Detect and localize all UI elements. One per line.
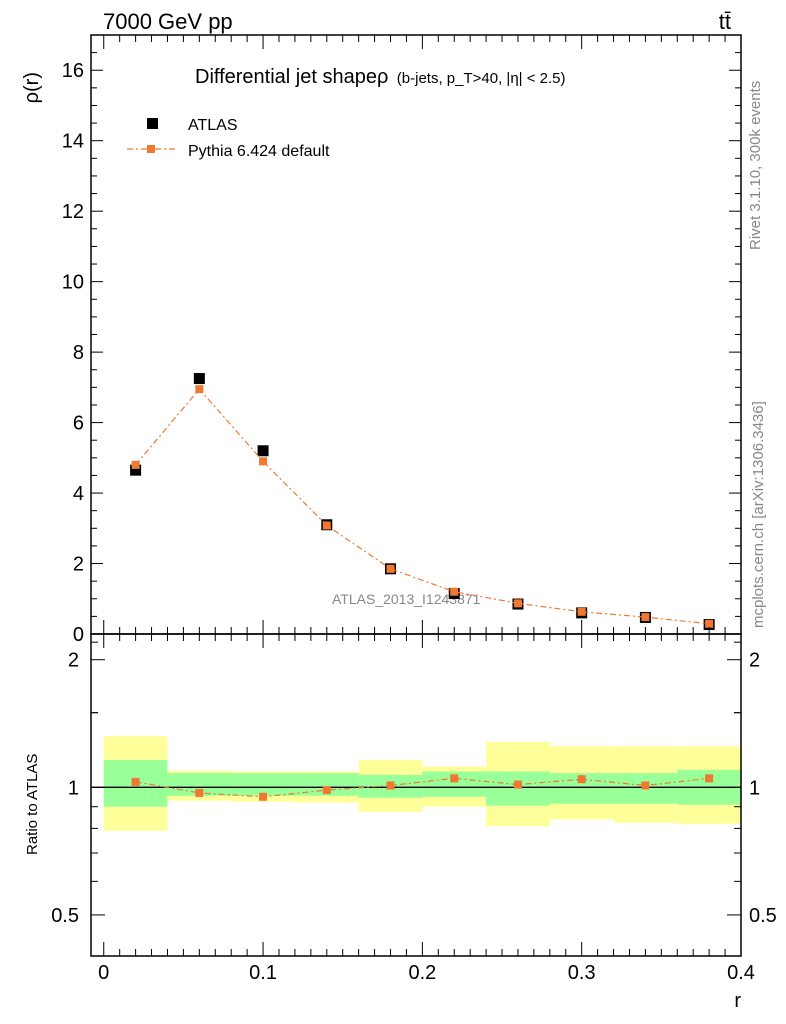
band-stat-bin bbox=[294, 773, 359, 796]
ratio-pythia-point bbox=[131, 777, 140, 786]
ratio-plot-layer bbox=[91, 736, 741, 831]
pythia-point bbox=[450, 587, 459, 596]
main-y-tick-label: 2 bbox=[73, 554, 84, 576]
x-axis-label: r bbox=[734, 990, 741, 1012]
main-plot-layer bbox=[130, 373, 715, 630]
main-chart-title: Differential jet shapeρ (b-jets, p_T>40,… bbox=[195, 66, 566, 88]
ratio-y-tick-label-right: 0.5 bbox=[749, 905, 777, 927]
main-y-tick-label: 6 bbox=[73, 413, 84, 435]
ratio-pythia-line bbox=[135, 777, 710, 798]
legend-pythia-label: Pythia 6.424 default bbox=[188, 143, 330, 160]
ratio-plot-frame bbox=[90, 633, 742, 957]
main-y-tick-label: 4 bbox=[73, 483, 84, 505]
band-stat-bin bbox=[167, 773, 232, 796]
ratio-pythia-point bbox=[259, 792, 268, 801]
legend-atlas-marker bbox=[147, 118, 158, 129]
pythia-point bbox=[322, 521, 331, 530]
ratio-pythia-point bbox=[322, 786, 331, 795]
pythia-point bbox=[705, 619, 714, 628]
ratio-pythia-point bbox=[513, 780, 522, 789]
ratio-y-tick-label-right: 1 bbox=[749, 777, 760, 799]
main-y-tick-label: 8 bbox=[73, 342, 84, 364]
band-stat-bin bbox=[231, 773, 295, 796]
legend: ATLAS Pythia 6.424 default bbox=[127, 117, 330, 160]
ratio-pythia-point bbox=[386, 781, 395, 790]
atlas-data-point bbox=[130, 464, 142, 476]
ratio-y-axis-label: Ratio to ATLAS bbox=[24, 754, 41, 855]
atlas-data-point bbox=[257, 445, 269, 457]
ratio-pythia-point bbox=[705, 774, 714, 783]
mcplots-label: mcplots.cern.ch [arXiv:1306.3436] bbox=[750, 401, 767, 628]
ratio-pythia-point bbox=[577, 775, 586, 784]
ratio-y-tick-label-right: 2 bbox=[749, 650, 760, 672]
ratio-pythia-point bbox=[450, 774, 459, 783]
main-y-tick-label: 0 bbox=[73, 624, 84, 646]
x-tick-label: 0 bbox=[98, 962, 109, 984]
pythia-point bbox=[577, 607, 586, 616]
ratio-pythia-point bbox=[195, 788, 204, 797]
x-tick-label: 0.4 bbox=[727, 962, 755, 984]
main-chart-title-cuts: (b-jets, p_T>40, |η| < 2.5) bbox=[397, 70, 566, 87]
ratio-y-tick-label: 0.5 bbox=[51, 905, 79, 927]
rivet-version-label: Rivet 3.1.10, 300k events bbox=[747, 81, 764, 250]
analysis-watermark: ATLAS_2013_I1243871 bbox=[332, 591, 481, 607]
main-y-tick-label: 12 bbox=[62, 201, 84, 223]
x-tick-label: 0.2 bbox=[408, 962, 436, 984]
atlas-data-point bbox=[193, 373, 205, 385]
legend-atlas-label: ATLAS bbox=[188, 117, 238, 134]
pythia-point bbox=[131, 460, 140, 469]
ratio-pythia-point bbox=[641, 781, 650, 790]
process-label: tt̄ bbox=[719, 9, 731, 34]
main-y-tick-label: 16 bbox=[62, 60, 84, 82]
pythia-point bbox=[513, 599, 522, 608]
legend-pythia-marker bbox=[147, 145, 155, 153]
x-tick-label: 0.1 bbox=[249, 962, 277, 984]
main-y-tick-label: 14 bbox=[62, 131, 84, 153]
pythia-line bbox=[135, 388, 710, 625]
ratio-y-tick-label: 2 bbox=[68, 650, 79, 672]
main-chart-title-text: Differential jet shapeρ bbox=[195, 66, 388, 88]
pythia-point bbox=[386, 564, 395, 573]
pythia-point bbox=[641, 613, 650, 622]
pythia-point bbox=[195, 385, 204, 394]
energy-label: 7000 GeV pp bbox=[103, 9, 233, 34]
main-y-axis-label: ρ(r) bbox=[21, 72, 43, 103]
ratio-y-tick-label: 1 bbox=[68, 777, 79, 799]
pythia-point bbox=[259, 457, 268, 466]
main-y-tick-label: 10 bbox=[62, 272, 84, 294]
x-tick-label: 0.3 bbox=[568, 962, 596, 984]
